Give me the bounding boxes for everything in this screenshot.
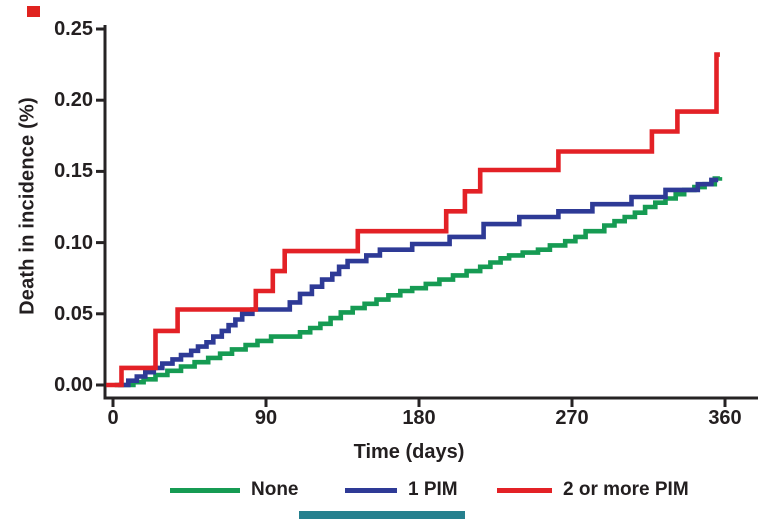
y-tick-label: 0.25 (54, 18, 93, 40)
legend: None 1 PIM 2 or more PIM (0, 479, 768, 503)
y-tick-label: 0.00 (54, 374, 93, 396)
legend-line-swatch (497, 487, 552, 493)
y-tick-label: 0.20 (54, 89, 93, 112)
axis-lines (103, 25, 758, 400)
x-tick-label: 90 (254, 407, 278, 429)
x-tick-label: 180 (402, 407, 436, 429)
legend-label: 2 or more PIM (563, 479, 689, 500)
series-curve-none (114, 176, 723, 388)
legend-label: None (251, 479, 299, 500)
legend-item-1-pim: 1 PIM (345, 479, 458, 501)
x-tick-label: 0 (107, 407, 119, 429)
x-tick-label: 360 (708, 407, 742, 429)
legend-line-swatch (170, 487, 240, 493)
y-tick-label: 0.05 (54, 302, 93, 325)
series-curve-2-or-more-pim (106, 52, 720, 388)
legend-label: 1 PIM (408, 479, 458, 500)
teal-bottom-bar (299, 511, 465, 519)
red-corner-mark (27, 6, 40, 17)
x-tick-label: 270 (555, 407, 589, 429)
legend-item-2-or-more-pim: 2 or more PIM (497, 479, 689, 501)
y-tick-label: 0.15 (54, 160, 93, 183)
y-tick-label: 0.10 (54, 231, 93, 254)
series-curve-1-pim (118, 177, 719, 388)
x-axis-title: Time (days) (353, 441, 465, 463)
legend-item-none: None (170, 479, 299, 501)
legend-line-swatch (345, 487, 397, 493)
y-axis-title: Death in incidence (%) (16, 97, 39, 315)
